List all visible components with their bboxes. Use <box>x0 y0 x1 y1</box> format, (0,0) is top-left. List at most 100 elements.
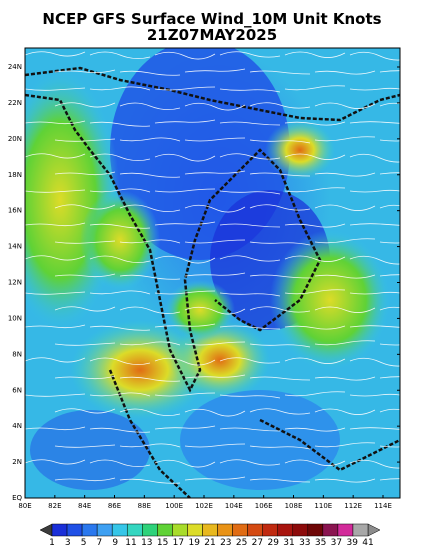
streamline <box>25 324 86 329</box>
lat-label: 10N <box>8 314 22 322</box>
streamline <box>284 85 346 91</box>
streamline <box>379 241 400 244</box>
streamline <box>314 102 376 109</box>
streamline <box>119 443 181 448</box>
streamline <box>314 204 376 211</box>
streamline <box>184 408 246 417</box>
streamline <box>314 172 376 177</box>
colorbar-swatch <box>202 523 218 537</box>
colorbar-label: 15 <box>157 538 168 548</box>
streamline <box>54 477 116 482</box>
streamline <box>119 306 181 314</box>
map-field <box>25 48 400 498</box>
streamline <box>219 255 281 262</box>
streamline <box>249 376 311 381</box>
streamline <box>119 172 181 178</box>
colorbar-label: 37 <box>331 538 342 548</box>
colorbar-swatch <box>157 523 173 537</box>
streamline <box>89 121 151 127</box>
streamline <box>219 153 281 160</box>
streamline <box>379 408 400 413</box>
streamline <box>154 459 216 468</box>
streamline <box>219 292 281 297</box>
streamline <box>89 459 151 467</box>
streamline <box>54 273 116 278</box>
streamline <box>119 408 181 416</box>
lon-label: 86E <box>108 502 121 510</box>
colorbar-label: 31 <box>283 538 294 548</box>
streamline <box>154 425 216 430</box>
streamline <box>184 68 246 73</box>
streamline <box>219 51 281 58</box>
streamline <box>184 374 246 379</box>
streamline <box>379 445 400 448</box>
streamline <box>25 51 86 57</box>
streamline <box>249 70 311 75</box>
colorbar-label: 35 <box>315 538 326 548</box>
streamline <box>54 306 116 312</box>
streamline <box>379 306 400 311</box>
streamline <box>154 221 216 226</box>
streamline <box>154 51 216 60</box>
streamline <box>119 137 181 142</box>
streamline <box>379 70 400 73</box>
colorbar-over <box>367 523 381 537</box>
streamline <box>314 136 376 142</box>
lon-label: 110E <box>314 502 332 510</box>
streamline <box>349 325 400 328</box>
streamline <box>349 427 400 430</box>
streamline <box>154 86 216 91</box>
streamline <box>25 459 86 465</box>
streamline <box>219 325 281 330</box>
colorbar-swatch <box>66 523 83 537</box>
lon-label: 112E <box>344 502 362 510</box>
lon-label: 102E <box>195 502 213 510</box>
streamline <box>314 376 376 381</box>
lon-label: 100E <box>165 502 183 510</box>
colorbar-label: 19 <box>188 538 200 548</box>
lat-label: 18N <box>8 171 22 179</box>
colorbar-label: 11 <box>125 538 136 548</box>
streamline <box>379 478 400 481</box>
title: NCEP GFS Surface Wind_10M Unit Knots <box>42 10 381 28</box>
streamline <box>349 51 400 61</box>
streamline <box>184 306 246 315</box>
streamline <box>54 204 116 210</box>
streamline <box>379 376 400 379</box>
streamline <box>119 70 181 76</box>
streamline <box>154 290 216 295</box>
lon-label: 80E <box>18 502 31 510</box>
streamline <box>119 274 181 280</box>
streamline <box>314 478 376 483</box>
colorbar-label: 39 <box>346 538 358 548</box>
streamline <box>89 86 151 91</box>
streamline <box>54 375 116 380</box>
streamline <box>89 223 151 229</box>
colorbar-swatch <box>277 523 294 537</box>
streamline <box>314 340 376 346</box>
streamline <box>379 172 400 175</box>
lat-label: 22N <box>8 99 22 107</box>
streamline <box>379 139 400 142</box>
streamline <box>184 272 246 277</box>
lat-label: 2N <box>12 458 22 466</box>
streamline <box>284 391 346 397</box>
streamline <box>284 187 346 193</box>
streamline <box>379 204 400 209</box>
colorbar-swatch <box>262 523 278 537</box>
streamline <box>25 189 86 193</box>
streamline <box>349 121 400 124</box>
streamline <box>249 408 311 415</box>
lat-label: 12N <box>8 279 22 287</box>
colorbar-label: 41 <box>362 538 373 548</box>
streamline <box>349 459 400 469</box>
streamline <box>249 343 311 348</box>
colorbar-swatch <box>172 523 188 537</box>
streamline <box>249 445 311 450</box>
streamline <box>89 290 151 295</box>
streamline <box>349 393 400 397</box>
streamline <box>25 153 86 159</box>
streamline <box>284 51 346 58</box>
streamline <box>119 478 181 484</box>
